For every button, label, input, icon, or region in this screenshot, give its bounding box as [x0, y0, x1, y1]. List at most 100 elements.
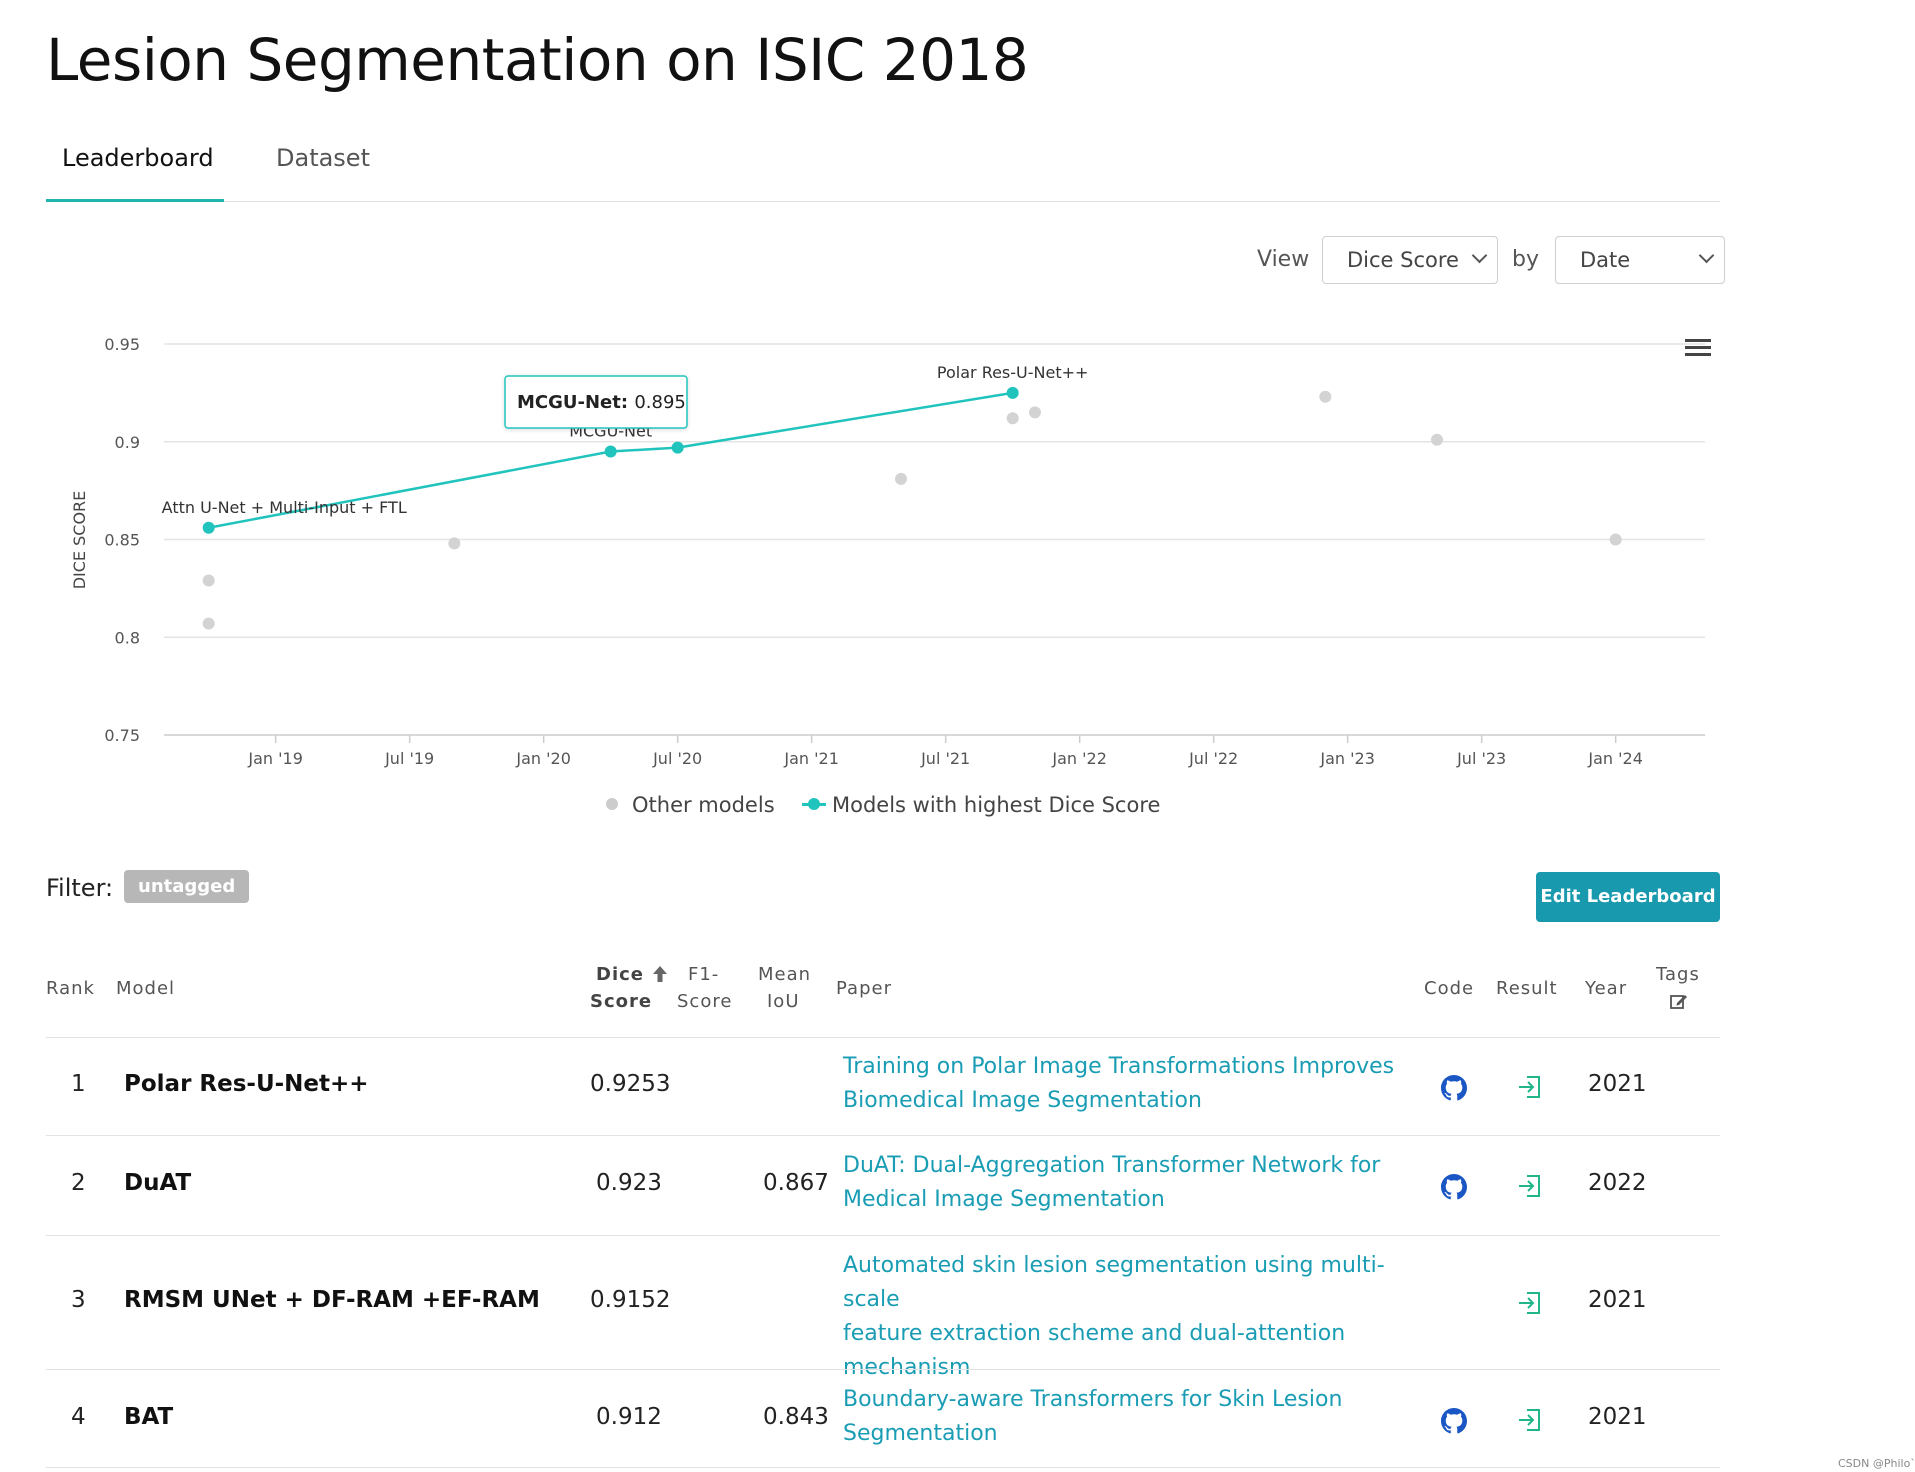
other-model-point — [202, 617, 215, 630]
paper-line: Boundary-aware Transformers for Skin Les… — [843, 1387, 1343, 1412]
chart-menu-icon[interactable] — [1685, 339, 1711, 356]
y-tick-label: 0.8 — [115, 628, 140, 647]
row-divider — [46, 1037, 1720, 1038]
y-tick-label: 0.9 — [115, 433, 140, 452]
row-paper-link[interactable]: Automated skin lesion segmentation using… — [843, 1249, 1403, 1385]
x-tick-label: Jul '20 — [652, 749, 702, 768]
paper-line: Segmentation — [843, 1421, 998, 1446]
row-iou: 0.843 — [763, 1404, 829, 1430]
github-icon[interactable] — [1441, 1174, 1467, 1200]
other-model-point — [1431, 433, 1443, 446]
paper-line: Medical Image Segmentation — [843, 1187, 1165, 1212]
tooltip-value: 0.895 — [634, 392, 686, 413]
edit-leaderboard-button[interactable]: Edit Leaderboard — [1536, 872, 1720, 922]
header-year[interactable]: Year — [1585, 978, 1628, 999]
filter-label: Filter: — [46, 874, 114, 902]
paper-line: Biomedical Image Segmentation — [843, 1088, 1202, 1113]
header-iou[interactable]: Mean — [758, 964, 812, 985]
other-model-point — [1029, 406, 1041, 419]
best-model-point — [1006, 386, 1019, 399]
by-select[interactable]: Date — [1555, 236, 1725, 284]
view-label: View — [1257, 247, 1310, 272]
best-model-point — [671, 441, 684, 454]
point-label: Attn U-Net + Multi-Input + FTL — [162, 498, 407, 517]
paper-line: DuAT: Dual-Aggregation Transformer Netwo… — [843, 1153, 1381, 1178]
tab-leaderboard[interactable]: Leaderboard — [62, 144, 214, 172]
row-model[interactable]: Polar Res-U-Net++ — [124, 1071, 369, 1097]
best-series-line — [208, 391, 1013, 529]
y-axis-label: DICE SCORE — [70, 491, 89, 590]
header-dice-2[interactable]: Score — [590, 991, 653, 1012]
row-rank: 4 — [71, 1404, 86, 1430]
header-rank[interactable]: Rank — [46, 978, 95, 999]
row-divider — [46, 1235, 1720, 1236]
header-code: Code — [1424, 978, 1475, 999]
row-iou: 0.867 — [763, 1170, 829, 1196]
paper-line: Training on Polar Image Transformations … — [843, 1054, 1395, 1079]
x-tick-label: Jul '19 — [384, 749, 434, 768]
chevron-down-icon — [1698, 247, 1715, 264]
tooltip-model: MCGU-Net — [517, 392, 621, 413]
legend-best-models[interactable]: Models with highest Dice Score — [802, 793, 1160, 817]
row-year: 2022 — [1588, 1170, 1647, 1196]
svg-text:MCGU-Net: 0.895: MCGU-Net: 0.895 — [517, 392, 686, 413]
page-title: Lesion Segmentation on ISIC 2018 — [46, 26, 1029, 94]
row-model[interactable]: DuAT — [124, 1170, 192, 1196]
row-year: 2021 — [1588, 1071, 1647, 1097]
x-tick-label: Jan '19 — [247, 749, 303, 768]
row-paper-link[interactable]: Training on Polar Image Transformations … — [843, 1050, 1403, 1118]
result-icon[interactable] — [1517, 1291, 1543, 1315]
edit-tags-icon[interactable] — [1670, 993, 1688, 1010]
github-icon[interactable] — [1441, 1408, 1467, 1434]
header-model[interactable]: Model — [116, 978, 176, 999]
best-model-point — [604, 445, 617, 458]
header-f1[interactable]: F1- — [688, 964, 720, 985]
row-model[interactable]: BAT — [124, 1404, 174, 1430]
row-divider — [46, 1369, 1720, 1370]
row-rank: 2 — [71, 1170, 86, 1196]
row-paper-link[interactable]: DuAT: Dual-Aggregation Transformer Netwo… — [843, 1149, 1403, 1217]
header-iou-2[interactable]: IoU — [767, 991, 800, 1012]
result-icon[interactable] — [1517, 1408, 1543, 1432]
legend-other-models[interactable]: Other models — [606, 793, 775, 817]
x-tick-label: Jul '22 — [1188, 749, 1238, 768]
active-tab-indicator — [46, 199, 224, 202]
row-divider — [46, 1135, 1720, 1136]
row-dice: 0.923 — [596, 1170, 662, 1196]
row-year: 2021 — [1588, 1287, 1647, 1313]
other-model-point — [1319, 390, 1332, 403]
sort-up-icon[interactable] — [652, 965, 668, 983]
header-result: Result — [1496, 978, 1558, 999]
point-label: Polar Res-U-Net++ — [937, 363, 1089, 382]
y-tick-label: 0.95 — [104, 335, 140, 354]
x-tick-label: Jan '20 — [515, 749, 571, 768]
github-icon[interactable] — [1441, 1075, 1467, 1101]
result-icon[interactable] — [1517, 1174, 1543, 1198]
tab-dataset[interactable]: Dataset — [276, 144, 370, 172]
x-tick-label: Jan '21 — [783, 749, 839, 768]
row-model[interactable]: RMSM UNet + DF-RAM +EF-RAM — [124, 1287, 540, 1313]
chevron-down-icon — [1471, 247, 1488, 264]
other-model-point — [1006, 412, 1019, 425]
header-tags: Tags — [1656, 964, 1700, 985]
x-tick-label: Jul '23 — [1456, 749, 1506, 768]
sota-chart: 0.95 0.9 0.85 0.8 0.75 Jan '19 Jul '19 Jan '20… — [70, 335, 1711, 768]
header-f1-2[interactable]: Score — [677, 991, 733, 1012]
filter-tag-untagged[interactable]: untagged — [124, 870, 250, 903]
metric-select[interactable]: Dice Score — [1322, 236, 1498, 284]
row-rank: 3 — [71, 1287, 86, 1313]
paper-line: mechanism — [843, 1355, 971, 1380]
row-rank: 1 — [71, 1071, 86, 1097]
header-dice[interactable]: Dice — [596, 964, 644, 985]
row-paper-link[interactable]: Boundary-aware Transformers for Skin Les… — [843, 1383, 1403, 1451]
x-tick-label: Jul '21 — [920, 749, 970, 768]
legend-best-label: Models with highest Dice Score — [832, 793, 1161, 817]
result-icon[interactable] — [1517, 1075, 1543, 1099]
paper-line: feature extraction scheme and dual-atten… — [843, 1321, 1346, 1346]
other-model-point — [448, 537, 461, 550]
row-dice: 0.912 — [596, 1404, 662, 1430]
row-dice: 0.9152 — [590, 1287, 671, 1313]
x-tick-label: Jan '24 — [1587, 749, 1643, 768]
row-year: 2021 — [1588, 1404, 1647, 1430]
by-select-value: Date — [1580, 248, 1631, 272]
